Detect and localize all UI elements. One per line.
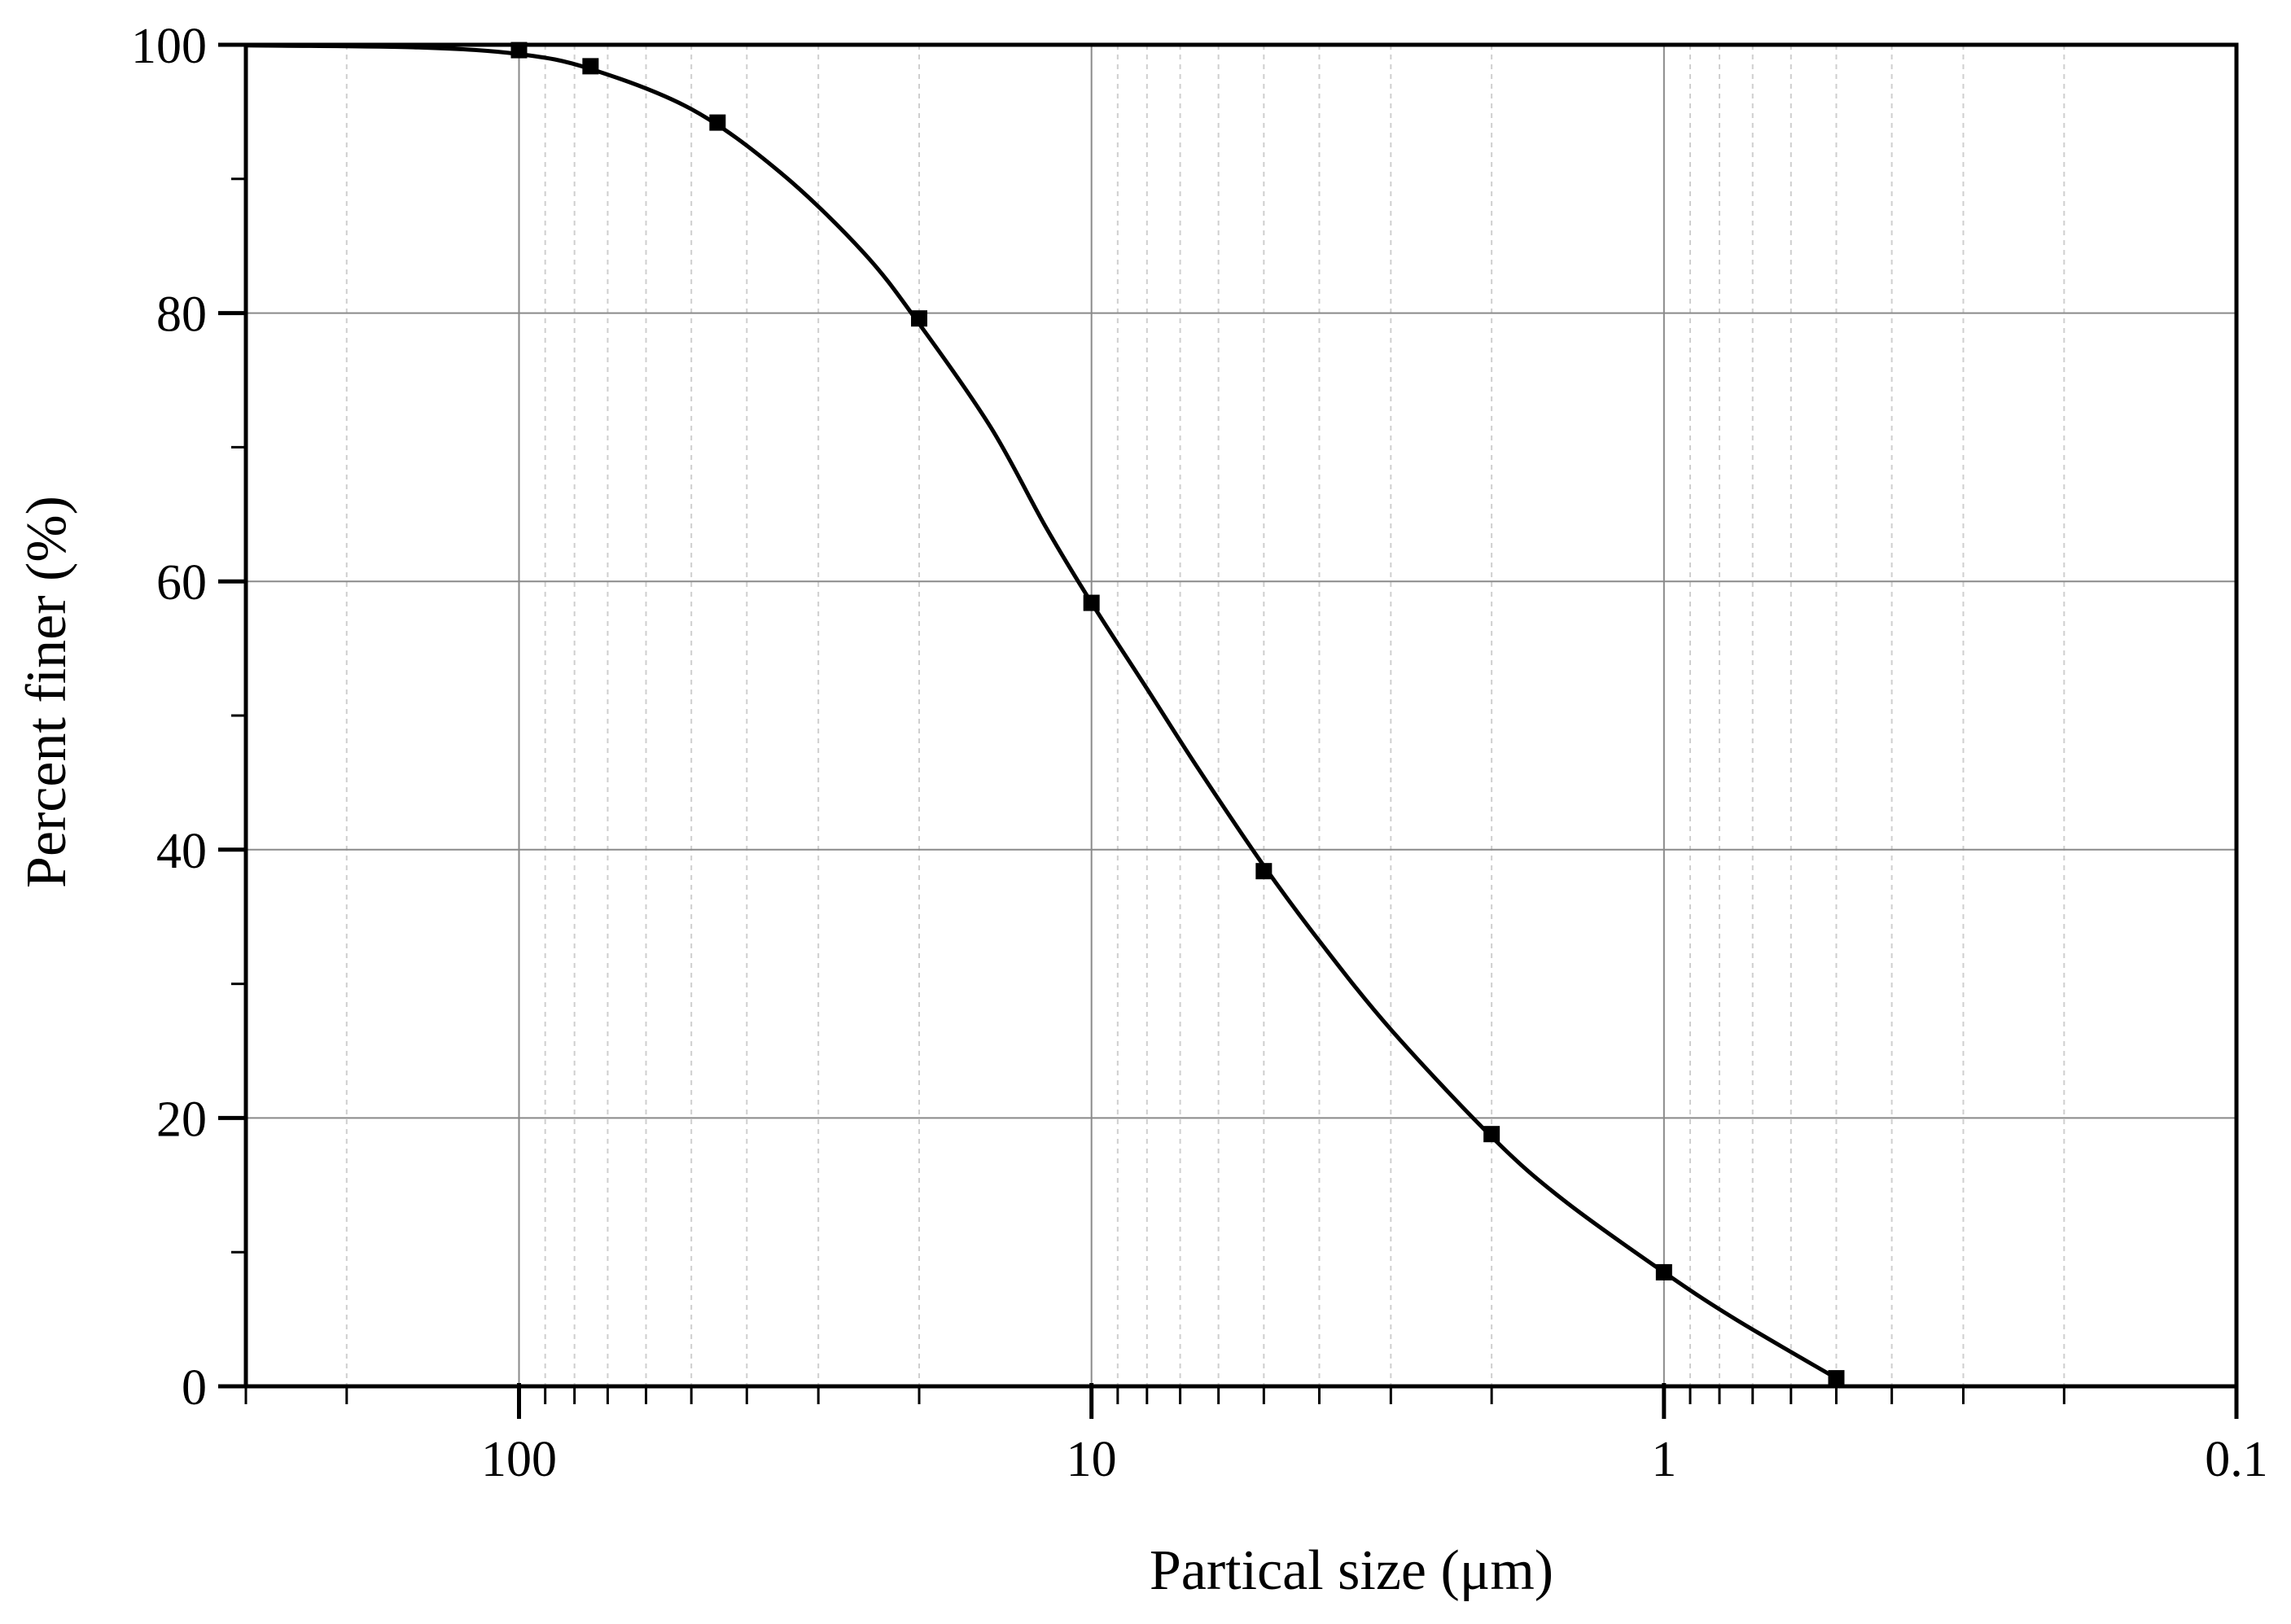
data-point [1255, 863, 1273, 880]
data-point [709, 114, 726, 131]
data-point [910, 310, 927, 327]
x-axis-title: Partical size (μm) [1150, 1539, 1553, 1602]
data-point [1083, 594, 1100, 611]
data-point [582, 58, 599, 75]
y-tick-label: 40 [156, 824, 207, 879]
y-tick-label: 60 [156, 555, 207, 611]
x-tick-label: 100 [481, 1432, 557, 1487]
y-tick-label: 80 [156, 287, 207, 343]
y-tick-label: 20 [156, 1092, 207, 1147]
grid [245, 44, 2237, 1387]
tick-labels: 100 10 1 0.1 0 20 40 60 80 100 [131, 19, 2268, 1487]
plot-frame [243, 42, 2239, 1389]
data-points [510, 42, 1845, 1387]
y-axis-title: Percent finer (%) [15, 496, 78, 888]
axis-ticks [218, 42, 2239, 1419]
x-tick-label: 1 [1651, 1432, 1676, 1487]
plot-border [243, 42, 2239, 1389]
x-tick-label: 10 [1067, 1432, 1117, 1487]
y-tick-label: 0 [182, 1360, 207, 1416]
data-point [1483, 1126, 1500, 1143]
fit-curve-layer [245, 43, 1838, 1381]
fit-curve-line [245, 43, 1838, 1381]
x-tick-label: 0.1 [2205, 1432, 2268, 1487]
data-point [1655, 1263, 1672, 1280]
data-point [1828, 1370, 1845, 1387]
y-tick-label: 100 [131, 19, 207, 74]
